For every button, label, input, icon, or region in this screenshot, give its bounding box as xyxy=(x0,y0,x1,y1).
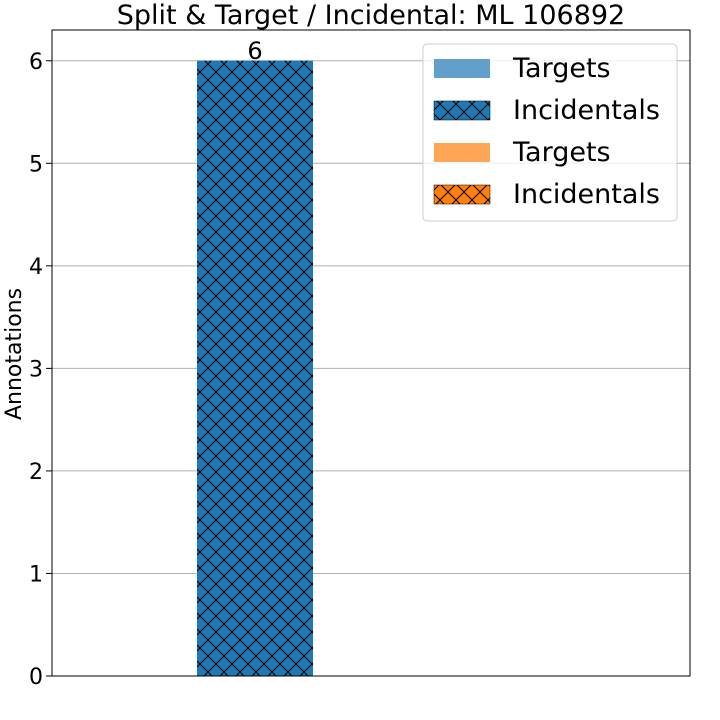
legend-label: Incidentals xyxy=(513,95,660,126)
y-tick-label: 0 xyxy=(29,665,43,690)
legend-swatch-hatch xyxy=(433,100,491,121)
plot-frame xyxy=(51,29,691,677)
legend-label: Incidentals xyxy=(513,179,660,210)
legend-swatch xyxy=(434,59,490,78)
bars: 6 xyxy=(197,37,313,677)
legend-entry: Targets xyxy=(434,53,611,84)
legend-entry: Incidentals xyxy=(433,179,660,210)
y-tick-label: 2 xyxy=(29,460,43,485)
legend: Targets Incidentals Targets Incidentals xyxy=(422,43,678,222)
grid-lines xyxy=(52,60,690,677)
y-axis-ticks: 0 1 2 3 4 5 6 xyxy=(29,50,52,690)
legend-label: Targets xyxy=(512,53,611,84)
y-tick-label: 4 xyxy=(29,255,43,280)
bar-value-label: 6 xyxy=(247,37,262,65)
y-tick-label: 6 xyxy=(29,50,43,75)
legend-label: Targets xyxy=(512,137,611,168)
legend-entry: Incidentals xyxy=(433,95,660,126)
y-axis-label: Annotations xyxy=(2,288,27,420)
y-tick-label: 5 xyxy=(29,152,43,177)
y-tick-label: 1 xyxy=(29,562,43,587)
bar-hatch xyxy=(197,60,313,677)
legend-swatch xyxy=(434,143,490,162)
y-tick-label: 3 xyxy=(29,357,43,382)
chart-title: Split & Target / Incidental: ML 106892 xyxy=(117,0,625,31)
legend-box xyxy=(422,43,678,222)
legend-entry: Targets xyxy=(434,137,611,168)
legend-swatch-hatch xyxy=(433,184,491,205)
